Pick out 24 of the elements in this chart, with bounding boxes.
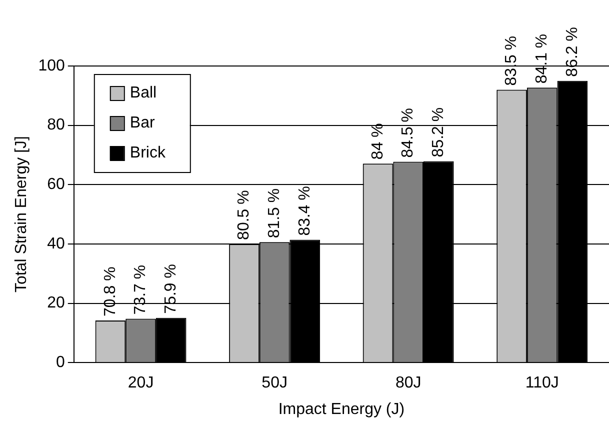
annotation: 85.2 % xyxy=(430,107,448,158)
annotation: 81.5 % xyxy=(266,188,283,238)
y-tick-label: 80 xyxy=(47,116,65,134)
legend-label: Bar xyxy=(130,114,156,132)
annotation: 84 % xyxy=(369,123,386,160)
y-tick-label: 60 xyxy=(47,176,65,194)
legend-label: Brick xyxy=(130,144,166,162)
y-tick-label: 100 xyxy=(38,57,65,74)
annotation: 83.5 % xyxy=(503,36,520,86)
y-axis-title: Total Strain Energy [J] xyxy=(13,136,30,293)
x-tick-label: 50J xyxy=(262,374,288,392)
x-tick-label: 80J xyxy=(395,374,422,392)
y-tick-label: 0 xyxy=(56,354,65,372)
annotation: 80.5 % xyxy=(236,190,253,240)
x-axis-title: Impact Energy (J) xyxy=(278,400,405,418)
annotation: 70.8 % xyxy=(102,266,119,316)
y-tick-label: 20 xyxy=(47,294,65,312)
legend-label: Ball xyxy=(130,84,157,102)
x-tick-label: 20J xyxy=(128,374,154,392)
y-tick-label: 40 xyxy=(47,235,65,252)
x-tick-label: 110J xyxy=(525,374,559,392)
annotation: 83.4 % xyxy=(296,186,314,236)
annotation: 84.5 % xyxy=(400,108,417,158)
annotation: 84.1 % xyxy=(534,34,551,84)
